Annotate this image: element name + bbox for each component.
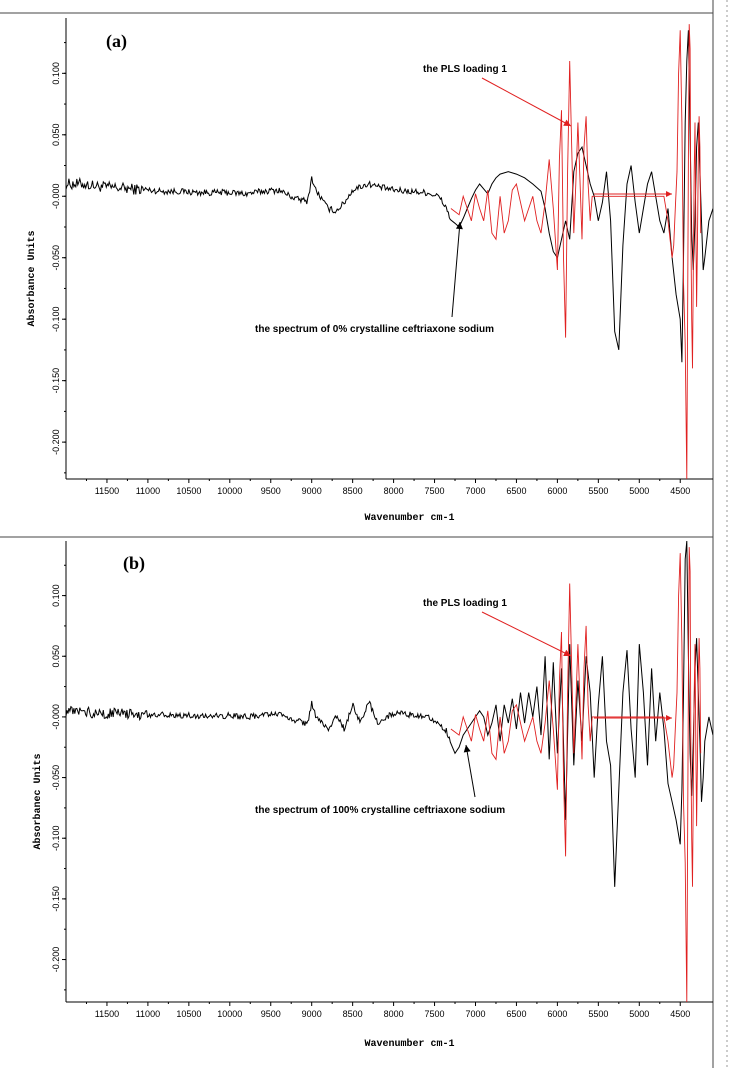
x-tick-label: 8500 (343, 486, 363, 496)
annotation-arrowhead (563, 119, 571, 126)
x-tick-label: 10500 (176, 1009, 201, 1019)
x-tick-label: 11000 (136, 486, 160, 496)
y-tick-label: 0.100 (51, 584, 61, 607)
x-tick-label: 5500 (588, 1009, 608, 1019)
y-tick-label: 0.050 (51, 124, 61, 147)
x-tick-label: 9000 (302, 1009, 322, 1019)
x-tick-label: 4500 (670, 1009, 690, 1019)
y-tick-label: -0.200 (51, 429, 61, 455)
annotation-arrow-line (481, 611, 572, 657)
y-tick-label: -0.150 (51, 886, 61, 912)
x-axis-title: Wavenumber cm-1 (364, 1038, 454, 1050)
pls-loading-annotation: the PLS loading 1 (423, 64, 507, 75)
x-tick-label: 4500 (670, 486, 690, 496)
x-tick-label: 11000 (136, 1009, 160, 1019)
x-tick-label: 9000 (302, 486, 322, 496)
x-tick-label: 11500 (95, 486, 119, 496)
x-tick-label: 7000 (465, 1009, 485, 1019)
y-tick-label: 0.100 (51, 62, 61, 85)
y-tick-label: -0.100 (51, 306, 61, 332)
y-tick-label: -0.150 (51, 368, 61, 394)
x-tick-label: 10000 (217, 486, 242, 496)
annotation-arrowhead (463, 745, 471, 753)
loading-connector-arrowhead (666, 715, 672, 721)
y-tick-label: -0.100 (51, 825, 61, 851)
x-tick-label: 8000 (384, 486, 404, 496)
spectrum-line (66, 30, 713, 363)
y-tick-label: -0.000 (51, 183, 61, 209)
x-tick-label: 6500 (506, 486, 526, 496)
x-tick-label: 6000 (547, 1009, 567, 1019)
pls-loading-line (450, 24, 702, 480)
y-tick-label: -0.050 (51, 765, 61, 791)
x-tick-label: 8500 (343, 1009, 363, 1019)
x-tick-label: 6000 (547, 486, 567, 496)
pls-loading-annotation: the PLS loading 1 (423, 598, 507, 609)
y-tick-label: -0.000 (51, 704, 61, 730)
panel-a: 11500 11000 10500 10000 9500 9000 8500 8000 7500… (26, 18, 713, 524)
panel-label: (a) (106, 31, 127, 52)
y-axis-title: Absorbanec Units (32, 753, 44, 849)
x-tick-label: 11500 (95, 1009, 119, 1019)
x-tick-label: 9500 (261, 1009, 281, 1019)
annotation-arrow-line (451, 221, 461, 318)
spectrum-line (66, 540, 713, 887)
x-tick-label: 10000 (217, 1009, 242, 1019)
panel-label: (b) (123, 553, 145, 574)
loading-connector-arrowhead (666, 191, 672, 197)
x-tick-label: 5000 (629, 486, 649, 496)
pls-loading-line (450, 547, 702, 1003)
y-tick-label: 0.050 (51, 645, 61, 668)
x-tick-label: 5000 (629, 1009, 649, 1019)
annotation-arrowhead (563, 649, 571, 657)
x-tick-label: 6500 (506, 1009, 526, 1019)
annotation-arrowhead (455, 222, 463, 230)
annotation-arrow-line (465, 744, 476, 798)
x-tick-label: 8000 (384, 1009, 404, 1019)
y-tick-label: -0.050 (51, 245, 61, 271)
x-tick-label: 7000 (465, 486, 485, 496)
x-tick-label: 7500 (425, 1009, 445, 1019)
y-tick-label: -0.200 (51, 947, 61, 973)
spectrum-annotation: the spectrum of 100% crystalline ceftria… (255, 805, 505, 816)
x-tick-label: 5500 (588, 486, 608, 496)
x-axis-title: Wavenumber cm-1 (364, 512, 454, 524)
x-tick-label: 10500 (176, 486, 201, 496)
y-axis-title: Absorbance Units (26, 230, 38, 326)
spectrum-annotation: the spectrum of 0% crystalline ceftriaxo… (255, 324, 494, 335)
panel-b: 11500 11000 10500 10000 9500 9000 8500 8000 7500… (32, 540, 713, 1050)
annotation-arrow-line (481, 77, 572, 127)
x-tick-label: 7500 (425, 486, 445, 496)
x-tick-label: 9500 (261, 486, 281, 496)
